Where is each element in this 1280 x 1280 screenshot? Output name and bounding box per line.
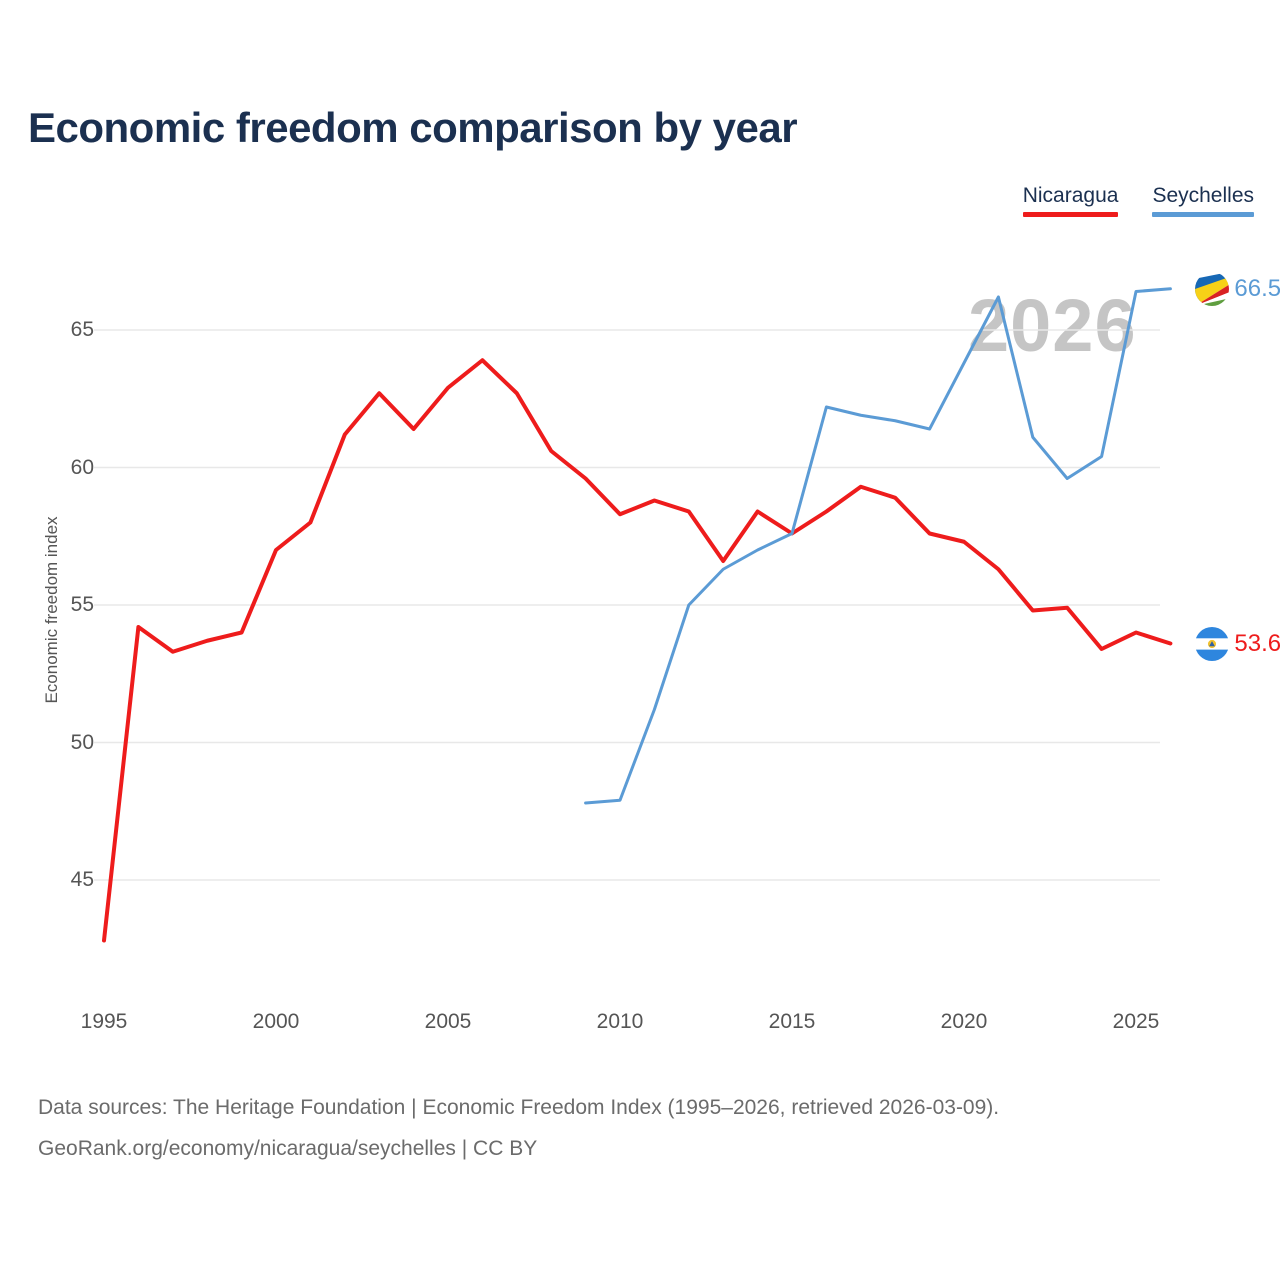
series-line-seychelles[interactable]: [584, 287, 1172, 805]
footer-line-1: Data sources: The Heritage Foundation | …: [38, 1096, 1000, 1119]
y-tick-label: 50: [70, 730, 94, 754]
legend-rule-nicaragua: [1022, 212, 1119, 217]
series-lines: [102, 287, 1173, 943]
legend: Nicaragua Seychelles: [1022, 183, 1254, 217]
x-tick-label: 2010: [596, 1010, 644, 1033]
seychelles-end-value: 66.5: [1234, 274, 1280, 302]
y-tick-label: 65: [70, 318, 94, 341]
y-tick-label: 60: [70, 455, 94, 479]
series-line-nicaragua[interactable]: [102, 358, 1173, 943]
y-tick-label: 55: [70, 593, 94, 616]
x-tick-label: 2005: [424, 1010, 472, 1033]
legend-item-seychelles[interactable]: Seychelles: [1152, 183, 1254, 217]
x-tick-label: 2000: [252, 1010, 300, 1033]
legend-rule-seychelles: [1152, 212, 1254, 217]
footer: Data sources: The Heritage Foundation | …: [38, 1087, 999, 1169]
seychelles-flag: [1195, 271, 1230, 306]
x-tick-label: 1995: [80, 1010, 128, 1033]
footer-line-2: GeoRank.org/economy/nicaragua/seychelles…: [38, 1137, 538, 1160]
y-tick-label: 45: [70, 868, 94, 891]
x-tick-label: 2020: [940, 1010, 988, 1033]
x-tick-label: 2025: [1112, 1010, 1160, 1033]
nicaragua-flag: [1195, 626, 1230, 661]
x-tick-label: 2015: [768, 1010, 816, 1033]
y-axis-ticks: 45 50 55 60 65: [20, 0, 94, 1000]
legend-item-nicaragua[interactable]: Nicaragua: [1022, 183, 1119, 217]
legend-label-nicaragua: Nicaragua: [1022, 184, 1119, 207]
page-title: Economic freedom comparison by year: [28, 104, 798, 151]
nicaragua-end-value: 53.6: [1234, 629, 1280, 657]
x-axis-ticks: 1995 2000 2005 2010 2015 2020 2025: [0, 1010, 1280, 1050]
legend-label-seychelles: Seychelles: [1152, 184, 1254, 207]
